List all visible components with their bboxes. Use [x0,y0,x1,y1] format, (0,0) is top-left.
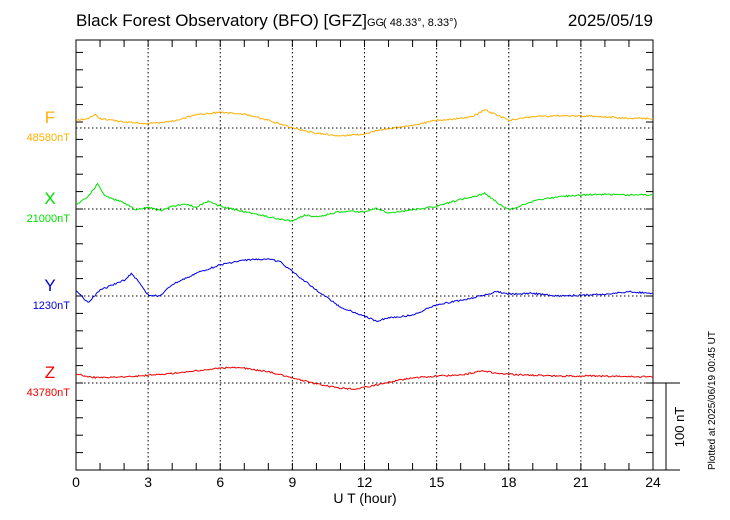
coords: ( 48.33°, 8.33°) [383,17,457,29]
x-axis-label: U T (hour) [333,490,396,506]
x-tick-label: 24 [645,474,661,490]
x-tick-label: 3 [144,474,152,490]
series-name-x: X [44,189,55,208]
baseline-label-y: 1230nT [33,300,71,312]
x-tick-label: 18 [501,474,517,490]
x-tick-label: 0 [72,474,80,490]
baseline-label-f: 48580nT [27,132,71,144]
plotted-note: Plotted at 2025/06/19 00:45 UT [707,331,718,470]
series-name-z: Z [45,363,55,382]
x-tick-label: 12 [357,474,373,490]
x-tick-label: 21 [573,474,589,490]
series-line-x [75,182,654,223]
baseline-label-x: 21000nT [27,213,71,225]
baseline-label-z: 43780nT [27,387,71,399]
series-line-f [75,109,654,137]
series-name-f: F [45,108,55,127]
scale-label: 100 nT [672,407,687,448]
series-line-y [75,258,654,323]
series-name-y: Y [44,276,55,295]
x-tick-label: 9 [288,474,296,490]
x-tick-label: 6 [216,474,224,490]
coords-prefix: GG [367,17,384,29]
chart-date: 2025/05/19 [568,11,653,30]
series-line-z [75,366,654,391]
x-tick-label: 15 [429,474,445,490]
chart-title: Black Forest Observatory (BFO) [GFZ] [76,11,367,30]
